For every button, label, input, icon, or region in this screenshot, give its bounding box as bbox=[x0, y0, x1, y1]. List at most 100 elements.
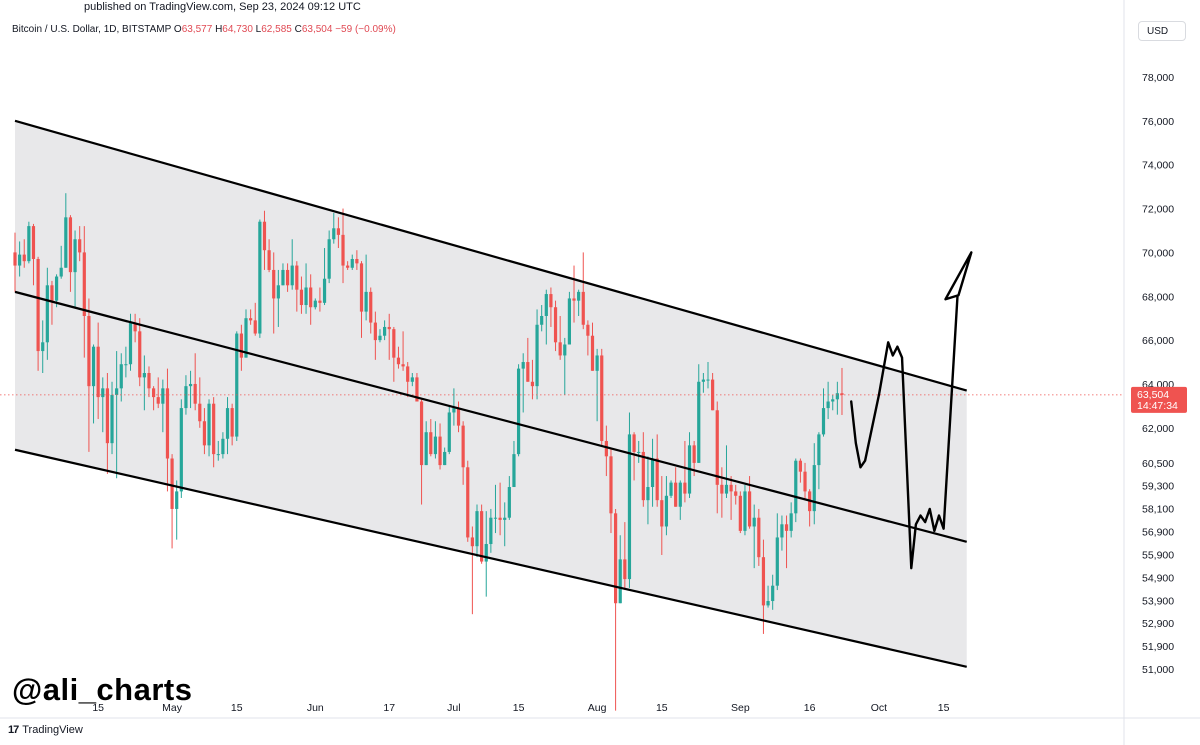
candle-body bbox=[221, 438, 225, 455]
price-tick-label: 76,000 bbox=[1142, 116, 1174, 128]
candle bbox=[558, 315, 562, 360]
candle-body bbox=[549, 294, 553, 308]
candle-body bbox=[590, 335, 595, 371]
candle-body bbox=[512, 454, 516, 488]
candle-body bbox=[78, 239, 82, 253]
candle-body bbox=[165, 388, 170, 459]
candle bbox=[683, 440, 687, 503]
price-tick-label: 54,900 bbox=[1142, 572, 1174, 584]
candle-body bbox=[369, 291, 373, 323]
candle bbox=[152, 386, 156, 411]
candle-body bbox=[794, 460, 798, 514]
candle bbox=[401, 331, 405, 371]
time-tick-label: 16 bbox=[804, 702, 816, 714]
candle-body bbox=[452, 408, 456, 413]
time-tick-label: May bbox=[162, 702, 183, 714]
candle-body bbox=[553, 307, 558, 343]
candle bbox=[586, 320, 590, 356]
candle bbox=[276, 269, 280, 327]
candle-body bbox=[766, 601, 770, 606]
candle bbox=[655, 434, 659, 507]
candle bbox=[239, 324, 243, 371]
candle-body bbox=[13, 252, 17, 266]
candle-body bbox=[82, 252, 86, 316]
candle-body bbox=[276, 285, 280, 299]
price-tick-label: 51,000 bbox=[1142, 664, 1174, 676]
candle bbox=[207, 399, 211, 457]
candle-body bbox=[230, 408, 234, 437]
candle-body bbox=[595, 355, 599, 371]
candle bbox=[193, 353, 197, 411]
candle-body bbox=[701, 379, 705, 382]
candle-body bbox=[558, 342, 562, 356]
candle-body bbox=[503, 517, 507, 520]
candle-body bbox=[609, 456, 613, 514]
candle bbox=[299, 276, 304, 314]
candle bbox=[660, 476, 664, 555]
candle bbox=[105, 373, 109, 474]
candle bbox=[267, 239, 271, 273]
candle-body bbox=[207, 403, 211, 446]
candle bbox=[202, 408, 207, 455]
candle-body bbox=[840, 393, 844, 395]
candle bbox=[831, 394, 835, 411]
candle-body bbox=[544, 294, 548, 316]
candle-body bbox=[747, 491, 752, 527]
candle bbox=[466, 460, 470, 542]
channel-layer bbox=[15, 120, 967, 667]
candle-body bbox=[433, 436, 438, 455]
candle bbox=[664, 476, 669, 536]
price-tick-label: 72,000 bbox=[1142, 204, 1174, 216]
candle bbox=[771, 574, 775, 610]
candle bbox=[45, 267, 49, 360]
candle bbox=[761, 539, 766, 634]
channel-lower-line bbox=[14, 448, 967, 668]
candle bbox=[235, 331, 239, 441]
candle bbox=[475, 504, 479, 558]
candle bbox=[526, 337, 530, 382]
candle-body bbox=[235, 333, 239, 437]
candle-body bbox=[128, 322, 133, 365]
candle-body bbox=[285, 269, 290, 286]
candle-body bbox=[761, 557, 766, 606]
symbol-title[interactable]: Bitcoin / U.S. Dollar, 1D, BITSTAMP bbox=[12, 24, 172, 35]
candle-body bbox=[456, 408, 461, 426]
price-tick-label: 62,000 bbox=[1142, 423, 1174, 435]
candle-body bbox=[752, 517, 756, 527]
candle bbox=[461, 421, 465, 485]
candle-body bbox=[507, 487, 511, 518]
channel-upper-line bbox=[14, 119, 968, 392]
candle-body bbox=[516, 368, 521, 455]
candle-body bbox=[604, 440, 608, 457]
published-caption: published on TradingView.com, Sep 23, 20… bbox=[84, 1, 361, 13]
candle bbox=[18, 241, 22, 277]
candle bbox=[327, 230, 331, 284]
time-tick-label: 15 bbox=[938, 702, 950, 714]
candle bbox=[230, 403, 234, 446]
candle bbox=[632, 432, 636, 481]
candle bbox=[817, 432, 821, 490]
candle bbox=[346, 261, 350, 270]
candle bbox=[535, 309, 539, 400]
time-tick-label: 17 bbox=[383, 702, 395, 714]
candle-body bbox=[225, 408, 230, 439]
candle-body bbox=[650, 458, 655, 488]
candle-body bbox=[188, 383, 193, 387]
candle-body bbox=[489, 517, 493, 545]
currency-button[interactable]: USD bbox=[1138, 21, 1186, 41]
candle bbox=[734, 484, 738, 505]
candle-body bbox=[50, 285, 54, 301]
candle-body bbox=[401, 364, 405, 367]
candle bbox=[757, 508, 761, 566]
candle-body bbox=[373, 322, 377, 341]
candle-body bbox=[757, 517, 761, 558]
candle-body bbox=[91, 346, 96, 387]
candle-body bbox=[443, 451, 447, 466]
candle-body bbox=[470, 537, 474, 547]
projection-path bbox=[850, 295, 959, 570]
footer-brand: TradingView bbox=[22, 724, 83, 736]
candle-body bbox=[821, 408, 826, 435]
price-tick-label: 60,500 bbox=[1142, 458, 1174, 470]
candle-body bbox=[193, 383, 197, 404]
